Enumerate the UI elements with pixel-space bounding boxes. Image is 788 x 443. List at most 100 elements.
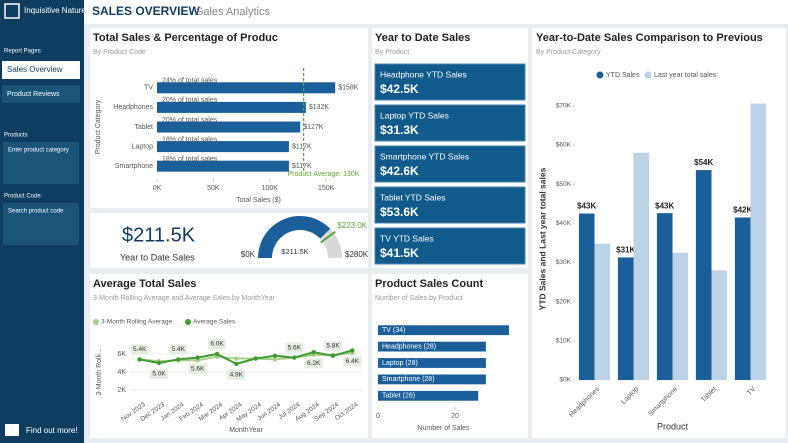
chart-subtitle: By Product Category xyxy=(536,49,601,56)
y-tick-label: Laptop xyxy=(132,143,154,150)
chart-title: Total Sales & Percentage of Produc xyxy=(93,32,278,44)
x-tick-label: 0K xyxy=(153,185,162,192)
line xyxy=(139,349,353,365)
gauge-value-label: $211.5K xyxy=(281,247,308,256)
card-value: $42.6K xyxy=(380,164,419,178)
data-label: 4.9K xyxy=(230,372,244,379)
point xyxy=(195,355,200,360)
label-bg xyxy=(304,358,323,369)
gauge-min: $0K xyxy=(241,250,256,259)
bar xyxy=(157,82,336,94)
label-bg xyxy=(208,339,226,349)
x-axis-title: Number of Sales xyxy=(417,425,470,432)
label-bg xyxy=(169,344,188,355)
point xyxy=(234,361,239,367)
data-label: $42K xyxy=(733,206,752,215)
data-label: 5.4K xyxy=(172,346,186,353)
x-tick-label: 100K xyxy=(262,185,279,192)
y-tick-label: $10K xyxy=(556,338,572,345)
y-axis-title: Product Category xyxy=(95,99,102,154)
point xyxy=(330,353,336,358)
legend-marker xyxy=(93,319,99,325)
data-label: $43K xyxy=(655,201,674,210)
label-bg xyxy=(130,344,149,355)
point xyxy=(176,357,181,362)
point xyxy=(350,348,355,353)
point xyxy=(137,357,142,362)
point xyxy=(272,357,278,362)
filter-input[interactable] xyxy=(3,203,79,245)
card-label: Laptop YTD Sales xyxy=(380,110,449,120)
y-tick-label: $20K xyxy=(556,298,572,305)
bar xyxy=(711,270,728,380)
y-tick-label: 2K xyxy=(117,387,126,394)
footer-link[interactable]: Find out more! xyxy=(26,426,78,435)
label-bg xyxy=(343,356,362,367)
gauge-value xyxy=(258,215,331,258)
data-label: Tablet (26) xyxy=(382,393,415,400)
point xyxy=(156,360,162,366)
kpi-card xyxy=(374,104,526,142)
y-tick-label: 4K xyxy=(117,369,126,376)
data-label: 6.0K xyxy=(210,341,224,348)
data-label: $43K xyxy=(577,202,596,211)
data-label: 5.8K xyxy=(326,343,340,350)
bar xyxy=(656,213,673,380)
y-tick-label: 6K xyxy=(117,351,126,358)
page-tab-bg[interactable] xyxy=(2,85,80,103)
chart-subtitle: 3-Month Rolling Average and Average Sale… xyxy=(93,295,276,302)
label-bg xyxy=(227,369,246,380)
y-tick-label: $70K xyxy=(556,103,572,110)
filter-input[interactable] xyxy=(3,142,79,184)
bar xyxy=(157,141,289,153)
kpi-label: Year to Date Sales xyxy=(120,252,195,262)
card-label: Smartphone YTD Sales xyxy=(380,151,469,161)
label-bg xyxy=(285,342,304,353)
gauge-max: $280K xyxy=(345,250,369,259)
annotation: 24% of total sales xyxy=(162,78,218,85)
x-tick-label: 50K xyxy=(207,185,220,192)
legend-label: Last year total sales xyxy=(654,72,717,79)
filter-placeholder[interactable]: Search product code xyxy=(8,209,64,215)
kpi-card xyxy=(374,145,526,183)
page-tab-active[interactable] xyxy=(2,61,80,79)
legend-marker xyxy=(185,319,191,325)
card-label: Tablet YTD Sales xyxy=(380,192,446,202)
point xyxy=(292,355,297,360)
point xyxy=(272,353,278,358)
bar xyxy=(633,152,650,380)
data-label: Headphones (28) xyxy=(382,343,436,350)
bar xyxy=(157,121,301,133)
page-tab[interactable]: Product Reviews xyxy=(7,91,60,98)
data-label: 5.6K xyxy=(191,365,205,372)
y-axis-title: 3-Month Rolli... xyxy=(96,348,103,395)
point xyxy=(214,351,220,357)
bar xyxy=(617,257,634,380)
point xyxy=(311,350,316,355)
y-tick-label: $30K xyxy=(556,259,572,266)
x-axis-title: Total Sales ($) xyxy=(236,197,281,204)
card-value: $41.5K xyxy=(380,246,419,260)
chart-subtitle: Number of Sales by Product xyxy=(375,295,463,302)
x-tick-label: TV xyxy=(746,386,758,398)
data-label: 5.4K xyxy=(133,346,147,353)
filter-placeholder[interactable]: Enter product category xyxy=(8,148,69,154)
page-tab[interactable]: Sales Overview xyxy=(7,65,63,74)
panel-title: Year to Date Sales xyxy=(375,32,470,44)
y-tick-label: $60K xyxy=(556,142,572,149)
x-axis-title: MonthYear xyxy=(229,427,263,434)
data-label: Smartphone (28) xyxy=(382,376,435,383)
legend-label: Average Sales xyxy=(193,319,236,326)
label-bg xyxy=(188,363,207,374)
y-tick-label: $0K xyxy=(559,377,571,384)
x-tick-label: 150K xyxy=(318,185,335,192)
annotation: 20% of total sales xyxy=(162,97,218,104)
x-tick-label: 20 xyxy=(451,413,459,420)
panel xyxy=(372,274,528,438)
bar xyxy=(378,325,509,336)
header xyxy=(84,0,788,24)
panel xyxy=(90,28,368,208)
card-label: TV YTD Sales xyxy=(380,233,434,243)
